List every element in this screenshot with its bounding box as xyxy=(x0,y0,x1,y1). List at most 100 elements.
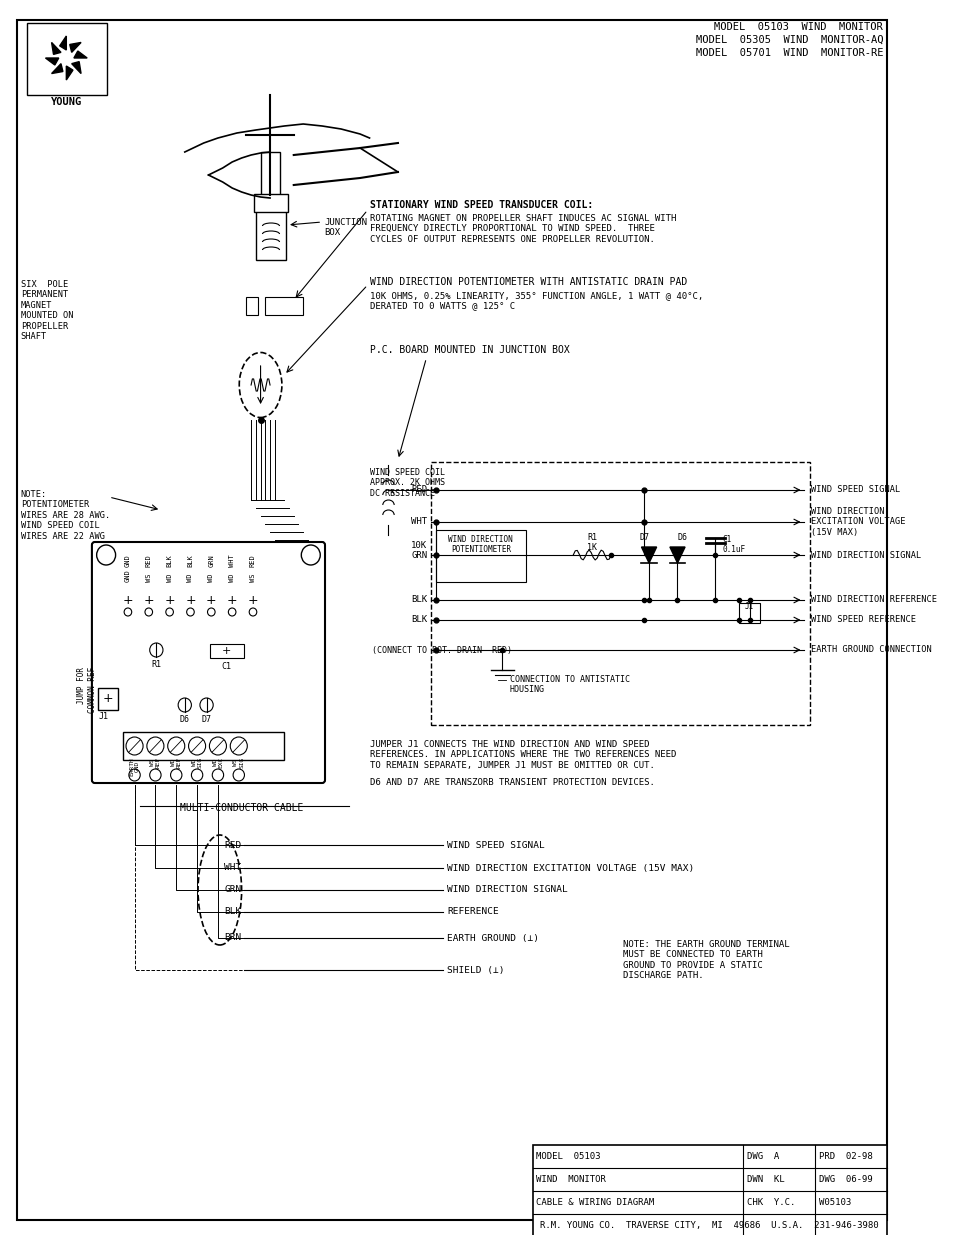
Circle shape xyxy=(124,608,132,616)
Bar xyxy=(97,688,118,710)
Text: YOUNG: YOUNG xyxy=(51,98,82,107)
Text: D7: D7 xyxy=(201,715,212,724)
Text: WS: WS xyxy=(250,573,255,582)
Circle shape xyxy=(192,769,203,781)
Circle shape xyxy=(147,737,164,755)
Text: W05103: W05103 xyxy=(818,1198,850,1207)
Text: +: + xyxy=(143,594,154,608)
Text: GND: GND xyxy=(125,569,131,582)
Text: SHIELD (⊥): SHIELD (⊥) xyxy=(447,966,504,974)
Circle shape xyxy=(208,608,214,616)
Text: RED: RED xyxy=(146,555,152,567)
Text: BLK: BLK xyxy=(187,555,193,567)
Polygon shape xyxy=(73,51,87,58)
Circle shape xyxy=(126,737,143,755)
Text: 10K OHMS, 0.25% LINEARITY, 355° FUNCTION ANGLE, 1 WATT @ 40°C,
DERATED TO 0 WATT: 10K OHMS, 0.25% LINEARITY, 355° FUNCTION… xyxy=(369,291,702,310)
Bar xyxy=(532,1145,886,1235)
Text: WS
SIG: WS SIG xyxy=(233,757,244,768)
Circle shape xyxy=(228,608,235,616)
Text: WD
REF: WD REF xyxy=(171,757,181,768)
Circle shape xyxy=(212,769,223,781)
Text: STATIONARY WIND SPEED TRANSDUCER COIL:: STATIONARY WIND SPEED TRANSDUCER COIL: xyxy=(369,200,592,210)
Bar xyxy=(436,530,525,582)
Text: WS
REF: WS REF xyxy=(150,757,161,768)
Text: PRD  02-98: PRD 02-98 xyxy=(818,1152,871,1161)
Circle shape xyxy=(145,608,152,616)
Bar xyxy=(246,296,257,315)
Text: WD: WD xyxy=(187,573,193,582)
Bar xyxy=(265,296,303,315)
Circle shape xyxy=(96,545,115,564)
Text: MODEL  05103  WIND  MONITOR: MODEL 05103 WIND MONITOR xyxy=(714,22,882,32)
Text: WIND DIRECTION
EXCITATION VOLTAGE
(15V MAX): WIND DIRECTION EXCITATION VOLTAGE (15V M… xyxy=(810,508,904,537)
Text: WIND DIRECTION POTENTIOMETER WITH ANTISTATIC DRAIN PAD: WIND DIRECTION POTENTIOMETER WITH ANTIST… xyxy=(369,277,686,287)
Text: MULTI-CONDUCTOR CABLE: MULTI-CONDUCTOR CABLE xyxy=(180,803,303,813)
Text: REFERENCE: REFERENCE xyxy=(447,908,498,916)
Text: BRN: BRN xyxy=(224,934,241,942)
Text: P.C. BOARD MOUNTED IN JUNCTION BOX: P.C. BOARD MOUNTED IN JUNCTION BOX xyxy=(369,345,569,354)
Bar xyxy=(255,205,286,261)
Circle shape xyxy=(129,769,140,781)
Text: DWG  06-99: DWG 06-99 xyxy=(818,1174,871,1184)
Text: WIND SPEED SIGNAL: WIND SPEED SIGNAL xyxy=(447,841,544,850)
Text: C1: C1 xyxy=(221,662,232,671)
Text: BLK: BLK xyxy=(224,908,241,916)
Text: WIND DIRECTION SIGNAL: WIND DIRECTION SIGNAL xyxy=(447,885,567,894)
Circle shape xyxy=(168,737,185,755)
Circle shape xyxy=(150,769,161,781)
Text: WHT: WHT xyxy=(229,555,234,567)
Text: D7: D7 xyxy=(639,534,649,542)
Text: +: + xyxy=(164,594,174,608)
Text: WIND SPEED SIGNAL: WIND SPEED SIGNAL xyxy=(810,485,900,494)
FancyBboxPatch shape xyxy=(91,542,325,783)
Text: +: + xyxy=(185,594,195,608)
Text: SIX  POLE
PERMANENT
MAGNET
MOUNTED ON
PROPELLER
SHAFT: SIX POLE PERMANENT MAGNET MOUNTED ON PRO… xyxy=(21,280,73,341)
Text: D6: D6 xyxy=(677,534,686,542)
Text: CHK  Y.C.: CHK Y.C. xyxy=(746,1198,794,1207)
Text: WIND SPEED REFERENCE: WIND SPEED REFERENCE xyxy=(810,615,915,625)
Bar xyxy=(27,23,107,95)
Text: GRN: GRN xyxy=(208,555,214,567)
Bar xyxy=(253,194,288,212)
Text: +: + xyxy=(103,693,113,705)
Circle shape xyxy=(200,698,213,713)
Text: GRN: GRN xyxy=(411,551,427,559)
Text: R1
1K: R1 1K xyxy=(587,534,597,552)
Text: WHT: WHT xyxy=(411,517,427,526)
Ellipse shape xyxy=(239,352,281,417)
Text: JUNCTION
BOX: JUNCTION BOX xyxy=(324,219,367,237)
Circle shape xyxy=(233,769,244,781)
Text: BLK: BLK xyxy=(167,555,172,567)
Text: RED: RED xyxy=(224,841,241,850)
Text: 10K: 10K xyxy=(411,541,427,550)
Text: +: + xyxy=(221,646,231,656)
Text: R.M. YOUNG CO.  TRAVERSE CITY,  MI  49686  U.S.A.  231-946-3980: R.M. YOUNG CO. TRAVERSE CITY, MI 49686 U… xyxy=(539,1221,878,1230)
Polygon shape xyxy=(67,65,72,80)
Circle shape xyxy=(178,698,192,713)
Text: JUMPER J1 CONNECTS THE WIND DIRECTION AND WIND SPEED
REFERENCES. IN APPLICATIONS: JUMPER J1 CONNECTS THE WIND DIRECTION AN… xyxy=(369,740,676,769)
Circle shape xyxy=(210,737,226,755)
Polygon shape xyxy=(70,42,81,52)
Circle shape xyxy=(171,769,182,781)
Polygon shape xyxy=(51,42,61,54)
Text: EARTH GROUND CONNECTION: EARTH GROUND CONNECTION xyxy=(810,646,931,655)
Text: +: + xyxy=(123,594,133,608)
Circle shape xyxy=(249,608,256,616)
Text: MODEL  05701  WIND  MONITOR-RE: MODEL 05701 WIND MONITOR-RE xyxy=(695,48,882,58)
Bar xyxy=(123,732,284,760)
Circle shape xyxy=(150,643,163,657)
Text: BLK: BLK xyxy=(411,615,427,625)
Text: WD: WD xyxy=(167,573,172,582)
Text: +: + xyxy=(206,594,216,608)
Polygon shape xyxy=(60,36,67,49)
Text: WIND DIRECTION
POTENTIOMETER: WIND DIRECTION POTENTIOMETER xyxy=(448,535,513,555)
Bar xyxy=(210,643,243,658)
Text: CONNECTION TO ANTISTATIC
HOUSING: CONNECTION TO ANTISTATIC HOUSING xyxy=(509,676,629,694)
Text: D6: D6 xyxy=(179,715,190,724)
Text: R1: R1 xyxy=(152,659,161,669)
Text: RED: RED xyxy=(250,555,255,567)
Text: WD: WD xyxy=(208,573,214,582)
Bar xyxy=(431,462,809,725)
Polygon shape xyxy=(46,58,59,65)
Bar xyxy=(739,603,760,622)
